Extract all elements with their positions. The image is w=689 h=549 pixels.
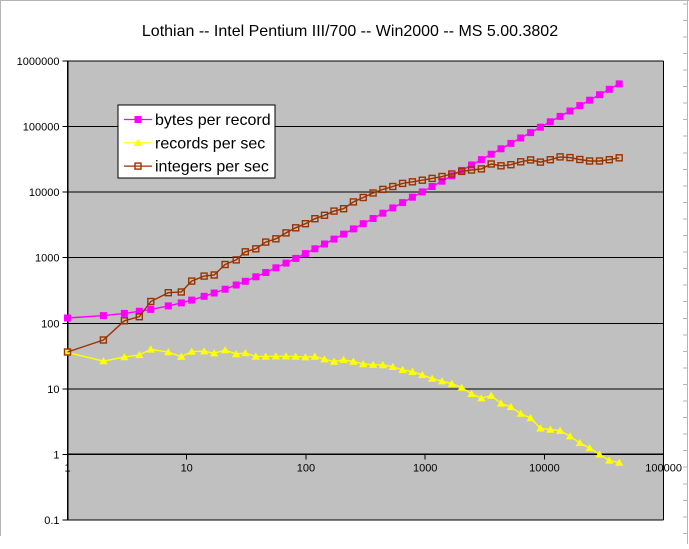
svg-text:100000: 100000: [645, 462, 682, 474]
svg-text:100000: 100000: [23, 122, 60, 134]
svg-text:1000: 1000: [413, 462, 437, 474]
svg-text:records per sec: records per sec: [155, 135, 265, 152]
svg-text:10000: 10000: [29, 187, 60, 199]
svg-text:1: 1: [64, 462, 70, 474]
svg-text:10: 10: [47, 384, 59, 396]
svg-text:1000: 1000: [35, 253, 59, 265]
svg-text:100: 100: [297, 462, 315, 474]
svg-text:10: 10: [181, 462, 193, 474]
svg-text:1: 1: [53, 449, 59, 461]
svg-text:integers per sec: integers per sec: [155, 159, 269, 176]
svg-text:10000: 10000: [529, 462, 560, 474]
svg-text:bytes per record: bytes per record: [155, 112, 271, 129]
svg-text:Lothian -- Intel Pentium III/7: Lothian -- Intel Pentium III/700 -- Win2…: [142, 23, 558, 40]
svg-text:1000000: 1000000: [17, 56, 60, 68]
svg-text:100: 100: [41, 318, 59, 330]
svg-text:0.1: 0.1: [44, 515, 59, 527]
